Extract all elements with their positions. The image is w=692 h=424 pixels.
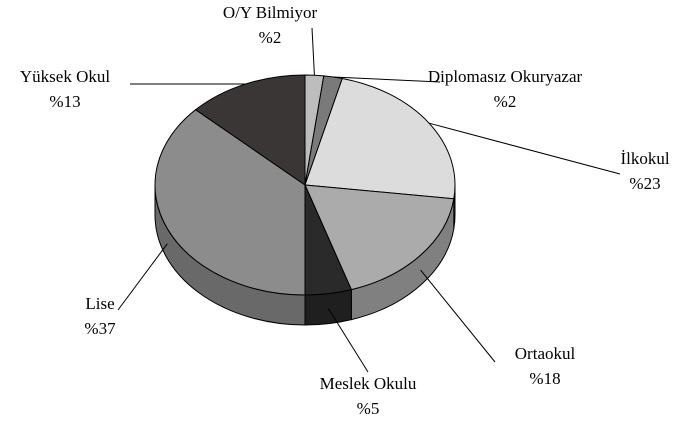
leader-line xyxy=(328,308,369,373)
category-label: İlkokul xyxy=(620,149,669,168)
category-label: Meslek Okulu xyxy=(320,374,417,393)
value-label: %2 xyxy=(494,92,517,111)
slice xyxy=(304,77,456,200)
value-label: %23 xyxy=(629,174,660,193)
value-label: %37 xyxy=(84,319,116,338)
category-label: Diplomasız Okuryazar xyxy=(428,67,583,86)
category-label: Ortaokul xyxy=(515,344,576,363)
value-label: %13 xyxy=(49,92,80,111)
leader-line xyxy=(333,76,441,83)
category-label: O/Y Bilmiyor xyxy=(223,3,318,22)
value-label: %18 xyxy=(529,369,560,388)
slice xyxy=(304,184,455,291)
leader-line xyxy=(428,122,621,175)
slice xyxy=(154,109,306,296)
category-label: Yüksek Okul xyxy=(20,67,110,86)
value-label: %5 xyxy=(357,399,380,418)
slice-side-shade xyxy=(155,185,305,325)
leader-line xyxy=(420,269,496,363)
slice xyxy=(194,74,306,186)
leader-line xyxy=(117,243,168,311)
leader-line xyxy=(311,27,315,76)
slice-side-shade xyxy=(351,198,454,320)
value-label: %2 xyxy=(259,28,282,47)
slice-side-shade xyxy=(305,289,352,325)
category-label: Lise xyxy=(85,294,114,313)
